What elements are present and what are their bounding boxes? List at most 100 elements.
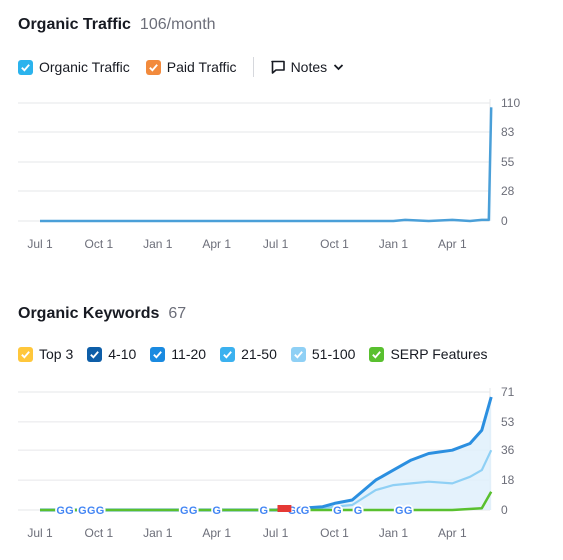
google-icon-bg bbox=[187, 504, 199, 516]
google-update-icon: G bbox=[55, 504, 67, 517]
organic-traffic-area bbox=[40, 107, 492, 221]
google-icon-letter: G bbox=[56, 505, 65, 517]
keywords-title: Organic Keywords bbox=[18, 305, 160, 322]
checkbox-checked-icon[interactable] bbox=[87, 346, 103, 362]
google-icon-letter: G bbox=[87, 505, 96, 517]
google-update-icon: G bbox=[76, 504, 88, 517]
note-icon bbox=[270, 59, 286, 75]
google-icon-bg bbox=[63, 504, 75, 516]
google-icon-bg bbox=[85, 504, 97, 516]
x-tick-label: Oct 1 bbox=[85, 526, 114, 540]
google-update-icon: G bbox=[352, 504, 364, 517]
google-update-icon: G bbox=[94, 504, 106, 517]
checkbox-checked-icon[interactable] bbox=[290, 346, 306, 362]
google-update-icon: G bbox=[258, 504, 270, 517]
y-tick-label: 110 bbox=[501, 96, 520, 110]
x-tick-label: Apr 1 bbox=[438, 237, 467, 251]
legend-item[interactable]: 11-20 bbox=[150, 346, 206, 362]
checkbox-checked-icon[interactable] bbox=[369, 346, 385, 362]
google-icon-letter: G bbox=[78, 505, 87, 517]
legend-item[interactable]: 21-50 bbox=[220, 346, 277, 362]
traffic-metric: 106/month bbox=[139, 16, 216, 33]
google-icon-bg bbox=[331, 504, 343, 516]
google-icon-letter: G bbox=[395, 505, 404, 517]
x-tick-label: Jul 1 bbox=[27, 237, 53, 251]
y-tick-label: 83 bbox=[501, 125, 515, 139]
google-icon-letter: G bbox=[96, 505, 105, 517]
google-update-icon: G bbox=[299, 504, 311, 517]
x-tick-label: Oct 1 bbox=[320, 237, 349, 251]
google-update-icon: G bbox=[187, 504, 199, 517]
google-update-icon: G bbox=[85, 504, 97, 517]
google-icon-bg bbox=[211, 504, 223, 516]
x-tick-label: Apr 1 bbox=[438, 526, 467, 540]
google-update-icon: G bbox=[393, 504, 405, 517]
google-icon-letter: G bbox=[260, 505, 269, 517]
google-icon-letter: G bbox=[65, 505, 74, 517]
keywords-chart: 0 18 36 53 71 Jul 1 Oct 1 Jan 1 Apr 1 Jul 1 Oct 1 J… bbox=[18, 385, 515, 540]
google-icon-letter: G bbox=[404, 505, 413, 517]
checkbox-checked-icon[interactable] bbox=[18, 346, 33, 362]
legend-paid-traffic[interactable]: Paid Traffic bbox=[145, 59, 237, 75]
x-tick-label: Apr 1 bbox=[202, 237, 231, 251]
legend-item[interactable]: 51-100 bbox=[290, 346, 356, 362]
legend-item[interactable]: 4-10 bbox=[87, 346, 136, 362]
checkbox-checked-icon[interactable] bbox=[220, 346, 236, 362]
x-tick-label: Apr 1 bbox=[202, 526, 231, 540]
y-tick-label: 36 bbox=[501, 443, 515, 457]
legend-item[interactable]: SERP Features bbox=[369, 346, 487, 362]
y-tick-label: 18 bbox=[501, 473, 515, 487]
google-icon-bg bbox=[299, 504, 311, 516]
traffic-header: Organic Traffic 106/month bbox=[18, 16, 216, 34]
organic-keywords-panel: Organic Keywords 67 Top 3 4-10 11-20 21-50 5… bbox=[0, 290, 563, 560]
google-update-icon: G bbox=[63, 504, 75, 517]
x-tick-label: Jul 1 bbox=[27, 526, 53, 540]
flag-icon bbox=[277, 505, 286, 512]
google-icon-bg bbox=[94, 504, 106, 516]
flag-icon bbox=[283, 505, 292, 512]
google-icon-letter: G bbox=[180, 505, 189, 517]
checkbox-checked-icon[interactable] bbox=[145, 59, 161, 75]
google-update-icon: G bbox=[178, 504, 190, 517]
google-icon-letter: G bbox=[288, 505, 297, 517]
x-tick-label: Jan 1 bbox=[143, 237, 173, 251]
legend-label: 21-50 bbox=[241, 346, 277, 362]
google-icon-bg bbox=[352, 504, 364, 516]
y-tick-label: 0 bbox=[501, 214, 508, 228]
x-tick-label: Oct 1 bbox=[320, 526, 349, 540]
y-tick-label: 53 bbox=[501, 415, 515, 429]
notes-dropdown-button[interactable]: Notes bbox=[270, 59, 345, 75]
checkbox-checked-icon[interactable] bbox=[18, 59, 33, 75]
legend-organic-traffic[interactable]: Organic Traffic bbox=[18, 59, 130, 75]
google-icon-bg bbox=[393, 504, 405, 516]
chevron-down-icon bbox=[333, 63, 344, 71]
keywords-area bbox=[40, 397, 492, 510]
legend-item[interactable]: Top 3 bbox=[18, 346, 73, 362]
x-tick-label: Oct 1 bbox=[85, 237, 114, 251]
keywords-metric: 67 bbox=[168, 305, 187, 322]
x-tick-label: Jul 1 bbox=[263, 526, 289, 540]
keywords-header: Organic Keywords 67 bbox=[18, 305, 186, 323]
google-icon-letter: G bbox=[189, 505, 198, 517]
google-icon-letter: G bbox=[301, 505, 310, 517]
y-tick-label: 55 bbox=[501, 155, 515, 169]
traffic-chart: 0 28 55 83 110 Jul 1 Oct 1 Jan 1 Apr 1 Jul 1 Oct 1… bbox=[18, 96, 520, 251]
checkbox-checked-icon[interactable] bbox=[150, 346, 166, 362]
traffic-legend: Organic Traffic Paid Traffic Notes bbox=[18, 57, 344, 77]
y-tick-label: 71 bbox=[501, 385, 515, 399]
organic-traffic-line bbox=[40, 107, 493, 223]
legend-label: SERP Features bbox=[390, 346, 488, 362]
legend-label: Top 3 bbox=[39, 346, 74, 362]
google-update-icon: G bbox=[402, 504, 414, 517]
legend-label: 51-100 bbox=[311, 346, 356, 362]
google-update-icon: G bbox=[211, 504, 223, 517]
y-tick-label: 0 bbox=[501, 503, 508, 517]
google-icon-letter: G bbox=[333, 505, 342, 517]
google-icon-bg bbox=[178, 504, 190, 516]
google-icon-letter: G bbox=[212, 505, 221, 517]
google-icon-bg bbox=[76, 504, 88, 516]
legend-divider bbox=[252, 57, 254, 77]
legend-label: Organic Traffic bbox=[39, 59, 130, 75]
notes-label: Notes bbox=[290, 59, 328, 75]
google-icon-letter: G bbox=[354, 505, 363, 517]
